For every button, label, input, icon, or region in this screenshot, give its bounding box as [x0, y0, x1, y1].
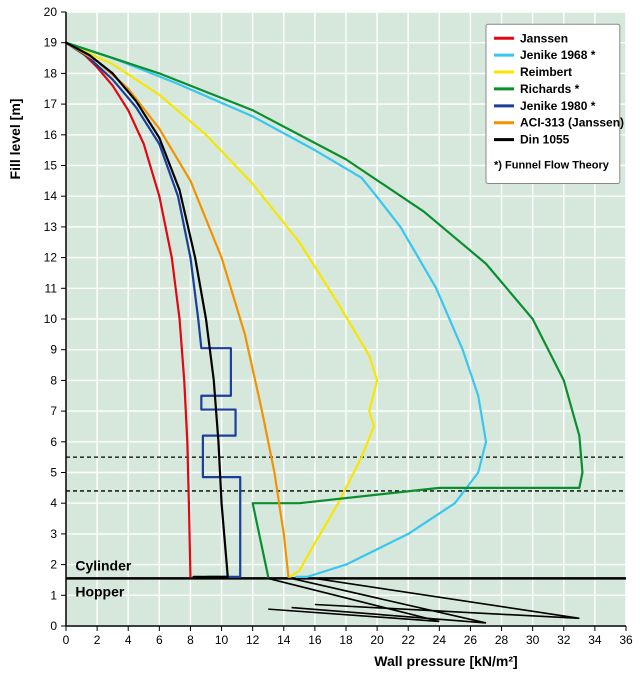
pressure-chart: CylinderHopper02468101214161820222426283…	[0, 0, 640, 680]
legend-label: ACI-313 (Janssen)	[520, 116, 624, 130]
legend-note: *) Funnel Flow Theory	[494, 159, 610, 171]
legend-label: Jenike 1968 *	[520, 48, 596, 62]
x-tick-label: 22	[402, 633, 416, 647]
y-tick-label: 16	[44, 128, 58, 142]
x-tick-label: 6	[156, 633, 163, 647]
y-axis-label: Fill level [m]	[7, 99, 23, 180]
y-tick-label: 7	[50, 404, 57, 418]
y-tick-label: 6	[50, 435, 57, 449]
y-tick-label: 14	[44, 189, 58, 203]
y-tick-label: 0	[50, 619, 57, 633]
y-tick-label: 8	[50, 373, 57, 387]
x-tick-label: 18	[339, 633, 353, 647]
y-tick-label: 19	[44, 36, 58, 50]
x-tick-label: 34	[588, 633, 602, 647]
y-tick-label: 13	[44, 220, 58, 234]
y-tick-label: 11	[45, 281, 58, 295]
legend-label: Janssen	[520, 31, 568, 45]
x-tick-label: 32	[557, 633, 571, 647]
legend-label: Richards *	[520, 82, 580, 96]
x-tick-label: 28	[495, 633, 509, 647]
y-tick-label: 2	[50, 558, 57, 572]
y-tick-label: 12	[44, 251, 58, 265]
y-tick-label: 3	[50, 527, 57, 541]
x-tick-label: 2	[94, 633, 101, 647]
x-tick-label: 30	[526, 633, 540, 647]
y-tick-label: 4	[50, 496, 57, 510]
chart-svg: CylinderHopper02468101214161820222426283…	[0, 0, 640, 680]
legend-label: Reimbert	[520, 65, 572, 79]
y-tick-label: 18	[44, 66, 58, 80]
x-tick-label: 24	[433, 633, 447, 647]
x-tick-label: 0	[63, 633, 70, 647]
x-tick-label: 16	[308, 633, 322, 647]
y-tick-label: 1	[50, 588, 57, 602]
hopper-label: Hopper	[75, 583, 125, 599]
legend: Janssen Jenike 1968 * Reimbert Richards * Je…	[486, 24, 624, 183]
y-tick-label: 20	[44, 5, 58, 19]
x-tick-label: 10	[215, 633, 229, 647]
x-axis-label: Wall pressure [kN/m²]	[374, 653, 517, 669]
legend-label: Din 1055	[520, 133, 570, 147]
cylinder-label: Cylinder	[75, 557, 132, 573]
x-tick-label: 14	[277, 633, 291, 647]
x-tick-label: 36	[619, 633, 633, 647]
y-tick-label: 9	[50, 343, 57, 357]
x-tick-label: 4	[125, 633, 132, 647]
x-tick-label: 20	[370, 633, 384, 647]
y-tick-label: 10	[44, 312, 58, 326]
y-tick-label: 5	[50, 466, 57, 480]
legend-label: Jenike 1980 *	[520, 99, 596, 113]
x-tick-label: 12	[246, 633, 260, 647]
x-tick-label: 26	[464, 633, 478, 647]
y-tick-label: 17	[44, 97, 58, 111]
x-tick-label: 8	[187, 633, 194, 647]
y-tick-label: 15	[44, 159, 58, 173]
